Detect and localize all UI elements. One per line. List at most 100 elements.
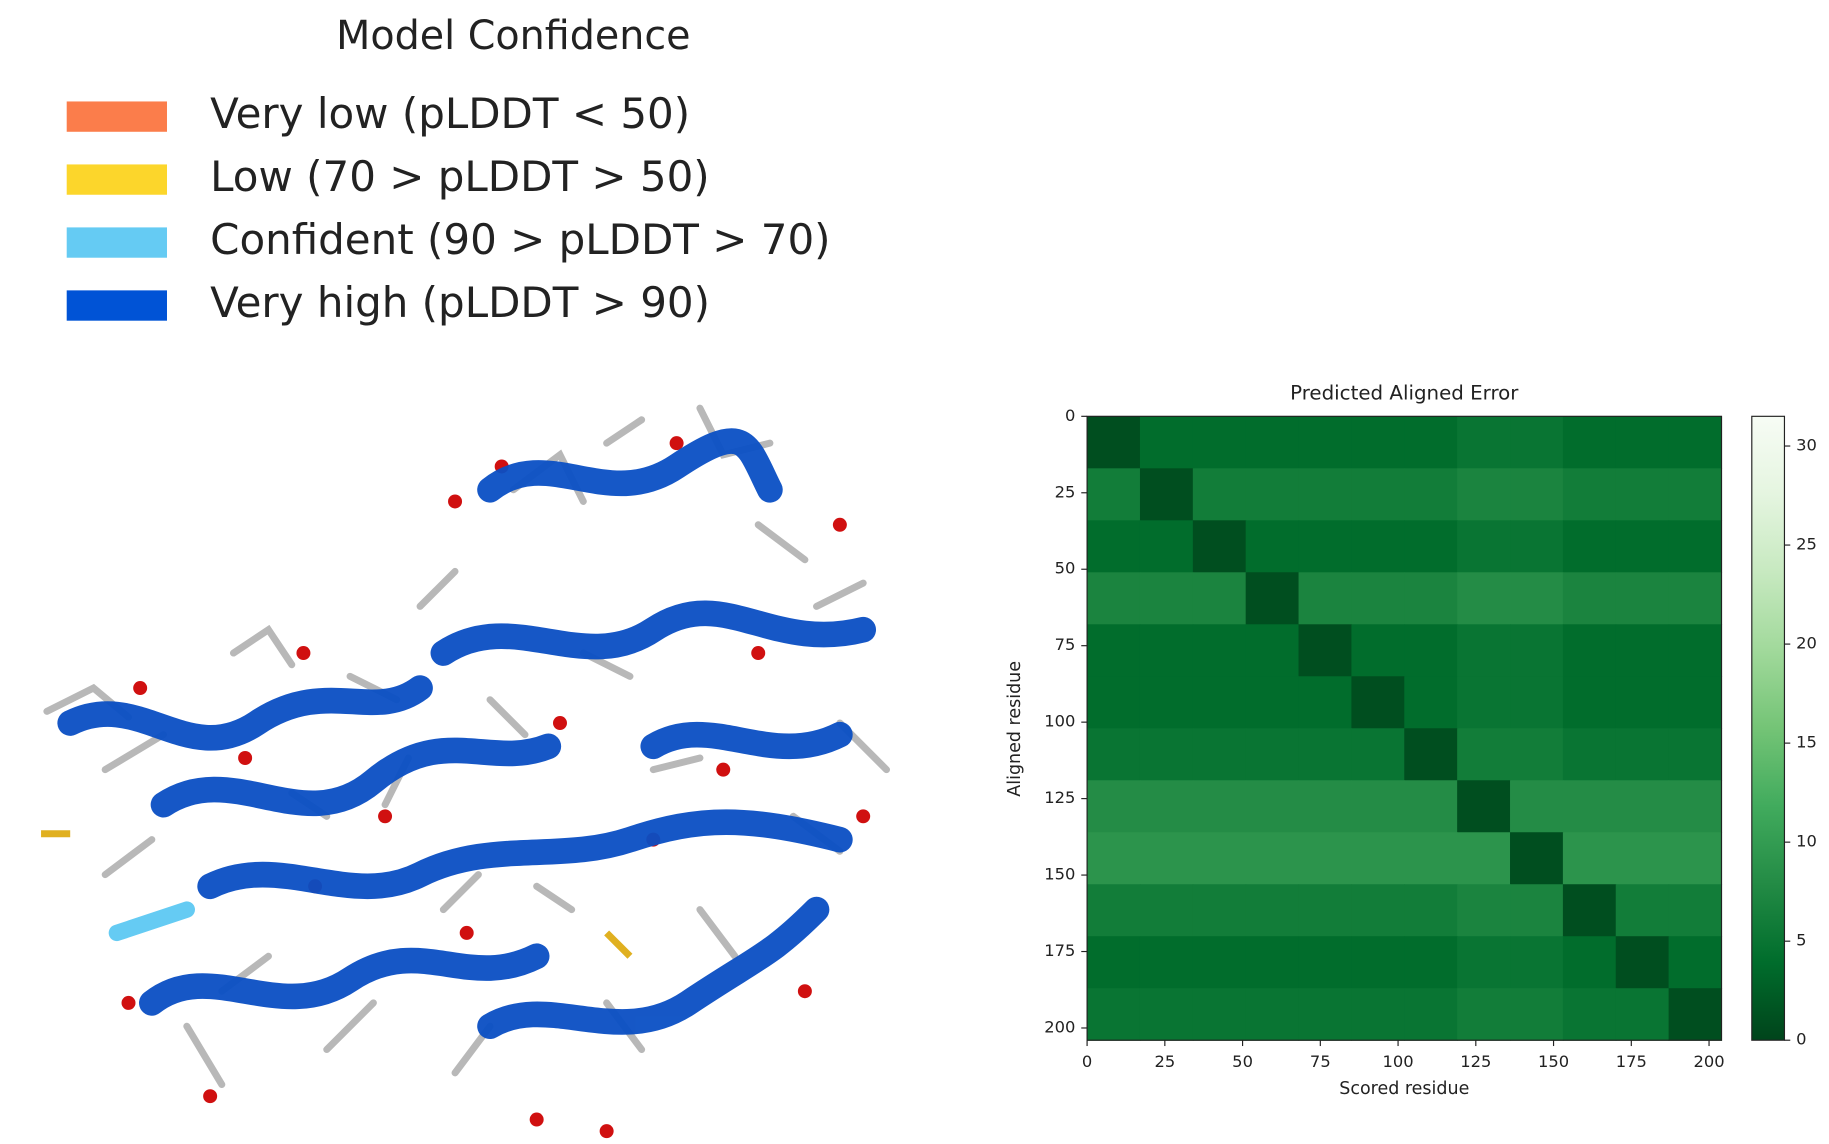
heatmap-cell	[1457, 468, 1511, 521]
heatmap-cell	[1139, 936, 1194, 989]
heatmap-cell	[1457, 520, 1511, 573]
heatmap-cell	[1404, 988, 1458, 1041]
heatmap-cell	[1457, 624, 1511, 677]
colorbar-tick-label: 25	[1796, 535, 1817, 554]
heatmap-cell	[1245, 832, 1300, 885]
heatmap-cell	[1087, 936, 1141, 989]
heatmap-cell	[1404, 468, 1458, 521]
plot-frame	[1086, 415, 1723, 1041]
heatmap-cell	[1510, 884, 1564, 937]
heatmap-cell	[1245, 728, 1300, 781]
heatmap-cell	[1615, 884, 1670, 937]
heatmap-cell	[1298, 988, 1353, 1041]
y-tick-label: 25	[1055, 482, 1076, 501]
heatmap-cell	[1510, 572, 1564, 625]
heatmap-cell	[1351, 780, 1405, 833]
heatmap-cell	[1457, 572, 1511, 625]
heatmap-cell	[1562, 520, 1617, 573]
heatmap-cell	[1562, 936, 1617, 989]
legend-label: Low (70 > pLDDT > 50)	[210, 152, 710, 201]
heatmap-cell	[1615, 780, 1670, 833]
heatmap-cell	[1404, 572, 1458, 625]
colorbar-tick-label: 5	[1796, 931, 1806, 950]
heatmap-cell	[1668, 416, 1723, 469]
x-tick-label: 150	[1538, 1052, 1569, 1071]
heatmap-cell	[1668, 520, 1723, 573]
y-tick-label: 200	[1044, 1017, 1075, 1036]
heatmap-cell	[1615, 676, 1670, 729]
chart-title: Predicted Aligned Error	[1290, 382, 1519, 405]
heatmap-cell	[1298, 780, 1353, 833]
heatmap-cell	[1562, 728, 1617, 781]
heatmap-cell	[1404, 624, 1458, 677]
legend-swatch	[66, 101, 167, 132]
legend-swatch	[66, 290, 167, 321]
heatmap-cell	[1087, 416, 1141, 469]
heatmap-cell	[1139, 468, 1194, 521]
heatmap-cell	[1351, 416, 1405, 469]
x-tick-label: 75	[1310, 1052, 1331, 1071]
heatmap-cell	[1457, 936, 1511, 989]
heatmap-cell	[1562, 468, 1617, 521]
heatmap-cell	[1457, 676, 1511, 729]
heatmap-cell	[1351, 520, 1405, 573]
heatmap-cell	[1298, 936, 1353, 989]
heatmap-cell	[1615, 728, 1670, 781]
heatmap-cell	[1668, 884, 1723, 937]
x-tick-label: 50	[1232, 1052, 1253, 1071]
heatmap-cell	[1615, 624, 1670, 677]
heatmap-cell	[1615, 416, 1670, 469]
y-axis-label: Aligned residue	[1005, 661, 1025, 797]
heatmap-cell	[1298, 416, 1353, 469]
legend-swatch	[66, 164, 167, 195]
heatmap-cell	[1351, 884, 1405, 937]
protein-structure	[41, 404, 891, 1139]
heatmap-cell	[1351, 728, 1405, 781]
heatmap-cell	[1351, 832, 1405, 885]
heatmap-cell	[1245, 468, 1300, 521]
y-tick-label: 175	[1044, 941, 1075, 960]
heatmap-cell	[1457, 988, 1511, 1041]
heatmap-cell	[1298, 676, 1353, 729]
y-tick-label: 75	[1055, 635, 1076, 654]
x-axis-label: Scored residue	[1339, 1079, 1469, 1099]
heatmap-cell	[1245, 572, 1300, 625]
heatmap-cell	[1404, 520, 1458, 573]
x-tick-label: 25	[1154, 1052, 1175, 1071]
heatmap-cell	[1087, 624, 1141, 677]
heatmap-cell	[1510, 416, 1564, 469]
legend-label: Very low (pLDDT < 50)	[210, 89, 690, 138]
y-tick-label: 150	[1044, 865, 1075, 884]
heatmap-cell	[1245, 884, 1300, 937]
heatmap-cell	[1139, 780, 1194, 833]
heatmap-cell	[1404, 936, 1458, 989]
y-tick-label: 50	[1055, 559, 1076, 578]
colorbar-tick-label: 20	[1796, 634, 1817, 653]
heatmap-cell	[1404, 832, 1458, 885]
heatmap-cell	[1562, 572, 1617, 625]
heatmap-cell	[1615, 988, 1670, 1041]
heatmap-cell	[1087, 988, 1141, 1041]
heatmap-cell	[1457, 832, 1511, 885]
heatmap-cell	[1192, 936, 1247, 989]
heatmap-cell	[1192, 624, 1247, 677]
legend-label: Confident (90 > pLDDT > 70)	[210, 215, 830, 264]
legend-label: Very high (pLDDT > 90)	[210, 278, 710, 327]
heatmap-cell	[1404, 780, 1458, 833]
heatmap-cell	[1404, 416, 1458, 469]
heatmap-cell	[1139, 624, 1194, 677]
heatmap-cell	[1510, 624, 1564, 677]
heatmap-cell	[1562, 832, 1617, 885]
heatmap-cell	[1139, 728, 1194, 781]
heatmap-cell	[1139, 520, 1194, 573]
heatmap-cell	[1510, 728, 1564, 781]
heatmap-cell	[1510, 468, 1564, 521]
heatmap-cell	[1192, 780, 1247, 833]
heatmap-cell	[1351, 676, 1405, 729]
heatmap-cell	[1615, 468, 1670, 521]
x-tick-label: 125	[1460, 1052, 1491, 1071]
heatmap-cell	[1615, 832, 1670, 885]
heatmap-cell	[1192, 832, 1247, 885]
colorbar-tick-label: 0	[1796, 1030, 1806, 1049]
heatmap-cell	[1510, 832, 1564, 885]
